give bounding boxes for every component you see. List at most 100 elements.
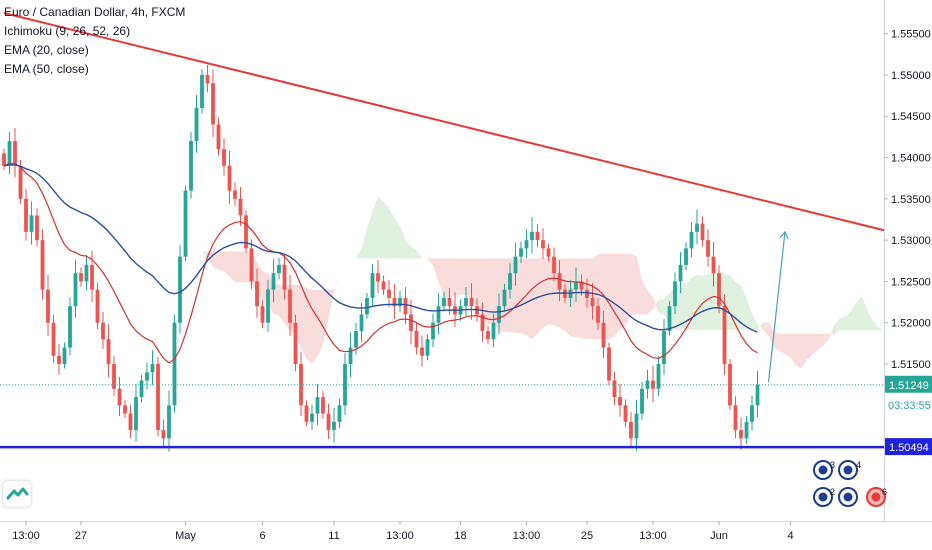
candle[interactable] (277, 257, 281, 280)
resistance-trendline[interactable] (3, 12, 885, 232)
candle[interactable] (601, 310, 606, 359)
candle[interactable] (662, 319, 666, 375)
candle[interactable] (530, 217, 534, 254)
candle[interactable] (29, 201, 34, 245)
candle[interactable] (535, 223, 540, 248)
candle[interactable] (464, 287, 468, 317)
indicator-ema-20[interactable]: EMA (20, close) (4, 43, 89, 57)
candle[interactable] (310, 404, 314, 430)
candle[interactable] (684, 242, 688, 271)
candle[interactable] (365, 292, 369, 319)
candle[interactable] (623, 399, 628, 428)
candle[interactable] (376, 260, 380, 294)
candle[interactable] (651, 365, 655, 403)
candle[interactable] (183, 185, 188, 262)
candle[interactable] (189, 132, 193, 199)
candle[interactable] (84, 254, 89, 291)
indicator-ema-50[interactable]: EMA (50, close) (4, 62, 89, 76)
candle[interactable] (348, 332, 353, 378)
candle[interactable] (288, 274, 292, 337)
candle[interactable] (156, 357, 160, 437)
candle[interactable] (656, 356, 661, 396)
candle[interactable] (640, 381, 644, 420)
candle[interactable] (480, 302, 485, 342)
candle[interactable] (398, 291, 402, 313)
candle[interactable] (233, 182, 237, 206)
candle[interactable] (123, 400, 127, 419)
candle[interactable] (403, 287, 408, 325)
candle[interactable] (244, 210, 248, 253)
indicator-ichimoku[interactable]: Ichimoku (9, 26, 52, 26) (4, 24, 131, 38)
candle[interactable] (436, 293, 441, 335)
candle[interactable] (128, 404, 133, 439)
candle[interactable] (68, 297, 72, 356)
candle[interactable] (700, 216, 705, 247)
candle[interactable] (706, 229, 710, 267)
candle[interactable] (387, 279, 391, 307)
candle[interactable] (618, 384, 622, 417)
candle[interactable] (51, 314, 56, 363)
candle[interactable] (337, 398, 342, 429)
candle[interactable] (508, 263, 512, 299)
candle[interactable] (194, 95, 199, 153)
candle[interactable] (502, 283, 507, 312)
candle[interactable] (172, 314, 177, 413)
candle[interactable] (524, 229, 529, 259)
candle[interactable] (101, 311, 105, 350)
candle[interactable] (607, 342, 611, 385)
candle[interactable] (117, 376, 122, 417)
candle[interactable] (359, 302, 364, 342)
candle[interactable] (321, 391, 325, 419)
candle[interactable] (673, 272, 677, 315)
candle[interactable] (73, 260, 78, 318)
candle[interactable] (590, 283, 595, 320)
candle[interactable] (304, 400, 309, 427)
candle[interactable] (425, 334, 430, 361)
candle[interactable] (750, 395, 754, 431)
candle[interactable] (469, 283, 474, 320)
candle[interactable] (546, 243, 551, 262)
candle[interactable] (106, 324, 111, 378)
candle[interactable] (689, 221, 694, 258)
candle[interactable] (315, 384, 320, 426)
candle[interactable] (13, 128, 17, 178)
candle[interactable] (112, 356, 116, 396)
candle[interactable] (557, 260, 562, 302)
candle[interactable] (744, 415, 749, 444)
candle[interactable] (414, 323, 419, 355)
candle[interactable] (282, 254, 287, 300)
candle[interactable] (178, 244, 182, 334)
ema-50-line[interactable] (3, 164, 758, 333)
candle[interactable] (62, 342, 67, 369)
candle[interactable] (266, 279, 270, 332)
candle[interactable] (431, 313, 435, 348)
candle[interactable] (733, 396, 738, 439)
candle[interactable] (596, 298, 600, 330)
candle[interactable] (57, 343, 61, 375)
candle[interactable] (211, 69, 215, 137)
economic-event-icon[interactable] (866, 487, 886, 507)
candle[interactable] (442, 292, 446, 312)
candle[interactable] (216, 117, 221, 156)
candle[interactable] (381, 275, 386, 296)
candle[interactable] (24, 188, 28, 241)
candle[interactable] (541, 228, 545, 260)
candle[interactable] (271, 259, 276, 303)
candle[interactable] (167, 390, 171, 452)
candle[interactable] (486, 326, 490, 344)
candle[interactable] (260, 300, 265, 329)
candle[interactable] (739, 417, 743, 450)
candle[interactable] (332, 407, 336, 443)
candle[interactable] (629, 411, 633, 448)
candle[interactable] (79, 267, 83, 287)
candle[interactable] (2, 148, 6, 171)
candle[interactable] (409, 299, 413, 345)
candle[interactable] (612, 371, 617, 406)
symbol-title[interactable]: Euro / Canadian Dollar, 4h, FXCM (4, 5, 186, 19)
economic-event-icon[interactable] (838, 460, 858, 480)
candle[interactable] (722, 294, 727, 375)
candle[interactable] (513, 242, 518, 286)
economic-event-icon[interactable] (838, 487, 858, 507)
tradingview-logo-icon[interactable] (3, 481, 31, 507)
forecast-arrow[interactable] (767, 231, 786, 383)
